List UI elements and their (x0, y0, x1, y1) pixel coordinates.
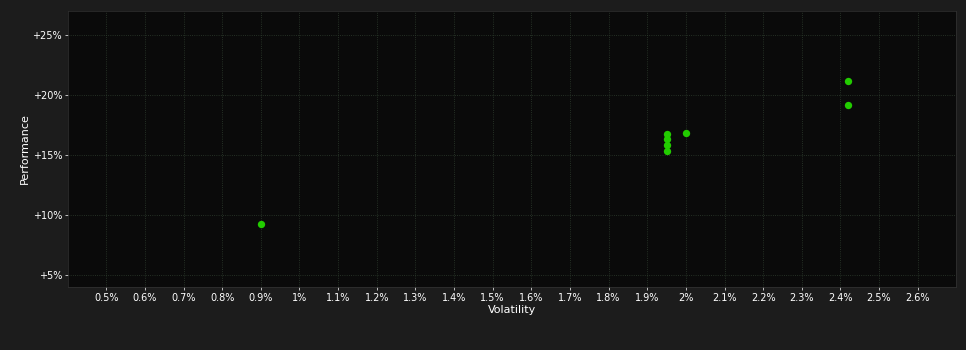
Y-axis label: Performance: Performance (19, 113, 30, 184)
Point (253, 222, 269, 227)
Point (659, 142, 674, 148)
Point (659, 132, 674, 137)
Point (840, 103, 856, 108)
Point (678, 130, 694, 136)
Point (659, 148, 674, 154)
Point (659, 136, 674, 142)
Point (840, 79, 856, 84)
X-axis label: Volatility: Volatility (488, 305, 536, 315)
